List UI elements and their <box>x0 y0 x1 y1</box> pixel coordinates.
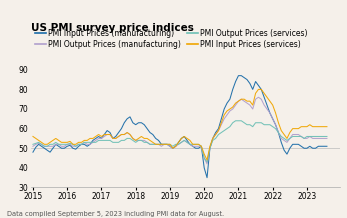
Text: US PMI survey price indices: US PMI survey price indices <box>31 23 194 33</box>
Legend: PMI Input Prices (manufacturing), PMI Output Prices (manufacturing), PMI Output : PMI Input Prices (manufacturing), PMI Ou… <box>35 29 307 49</box>
Text: Data compiled September 5, 2023 including PMI data for August.: Data compiled September 5, 2023 includin… <box>7 211 224 217</box>
